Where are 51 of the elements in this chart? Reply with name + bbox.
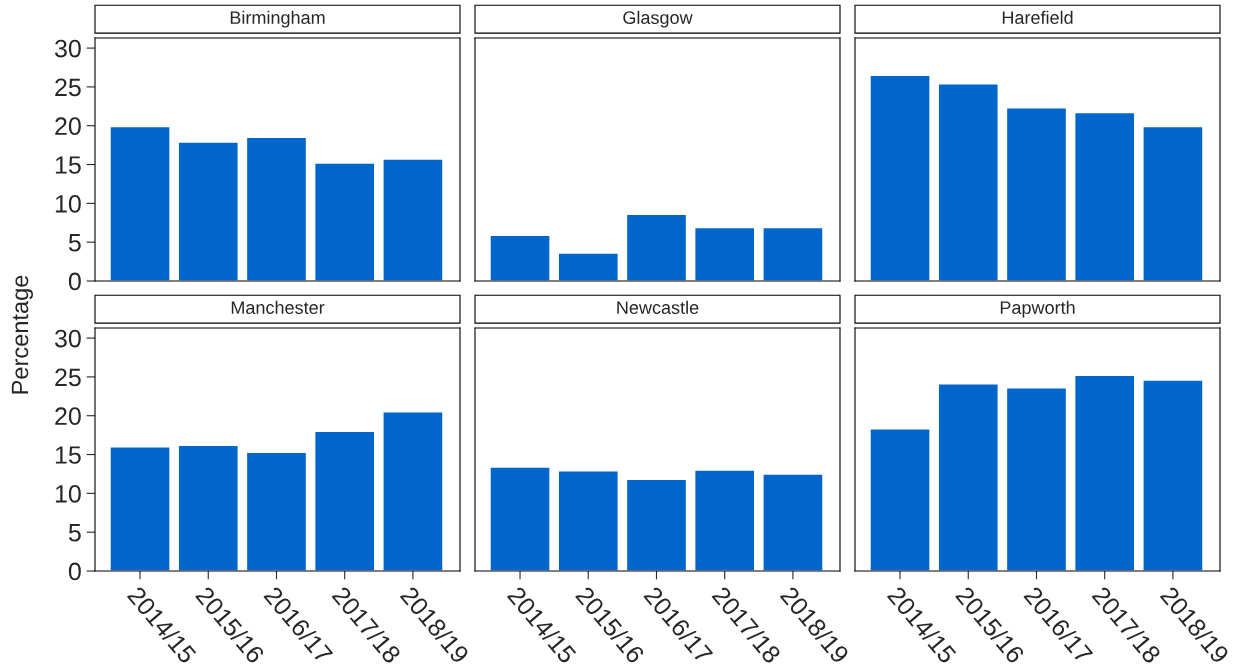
bar bbox=[557, 470, 619, 571]
bar bbox=[693, 226, 756, 281]
y-tick-label: 15 bbox=[55, 156, 81, 174]
chart-title: Harefield bbox=[1002, 10, 1073, 25]
bar bbox=[937, 383, 999, 571]
y-tick-label: 10 bbox=[55, 484, 81, 503]
chart-title: Birmingham bbox=[230, 10, 325, 28]
bar bbox=[177, 141, 239, 281]
bar bbox=[869, 74, 931, 281]
y-tick-label: 5 bbox=[68, 524, 81, 542]
bar bbox=[1142, 379, 1204, 571]
y-tick-label: 0 bbox=[68, 272, 81, 291]
bar bbox=[1073, 111, 1136, 281]
bar bbox=[1142, 125, 1204, 281]
bar bbox=[177, 444, 239, 571]
bar bbox=[245, 451, 308, 571]
y-tick-label: 20 bbox=[55, 407, 81, 426]
bar bbox=[762, 226, 824, 281]
bar bbox=[557, 252, 619, 281]
y-tick-label: 30 bbox=[54, 39, 81, 58]
chart-title: Glasgow bbox=[623, 10, 693, 28]
y-tick-label: 10 bbox=[55, 194, 81, 213]
bar bbox=[489, 234, 551, 281]
y-tick-label: 20 bbox=[55, 117, 81, 136]
bar bbox=[382, 411, 444, 571]
y-tick-label: 30 bbox=[54, 329, 81, 348]
y-tick-label: 25 bbox=[55, 78, 81, 97]
bar bbox=[245, 136, 308, 281]
bar bbox=[313, 162, 376, 281]
bar bbox=[1073, 374, 1136, 571]
bar bbox=[937, 83, 999, 281]
chart-title: Newcastle bbox=[617, 300, 699, 315]
bar bbox=[489, 466, 551, 571]
y-tick-label: 25 bbox=[55, 368, 81, 387]
y-tick-label: 15 bbox=[55, 446, 81, 464]
bar bbox=[693, 469, 756, 571]
bar bbox=[1005, 387, 1068, 571]
bar bbox=[109, 125, 171, 281]
bar bbox=[762, 473, 824, 571]
bar bbox=[313, 430, 376, 571]
bar bbox=[1005, 107, 1068, 281]
y-tick-label: 0 bbox=[68, 562, 81, 581]
y-tick-label: 5 bbox=[68, 234, 81, 252]
bar bbox=[382, 158, 444, 281]
chart-title: Manchester bbox=[231, 300, 325, 315]
bar bbox=[625, 213, 688, 281]
bar bbox=[109, 446, 171, 571]
bar bbox=[625, 478, 688, 571]
y-axis-title: Percentage bbox=[11, 275, 33, 394]
bar bbox=[869, 428, 931, 571]
chart-title: Papworth bbox=[1000, 300, 1075, 318]
